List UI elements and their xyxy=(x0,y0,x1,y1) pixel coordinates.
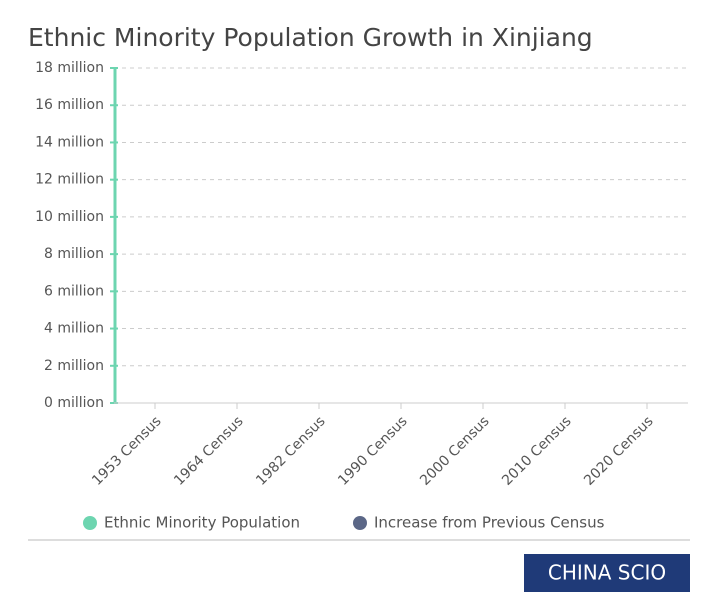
y-tick-label: 10 million xyxy=(35,209,104,225)
y-tick-label: 2 million xyxy=(44,358,104,374)
y-tick-label: 4 million xyxy=(44,321,104,337)
legend-label: Ethnic Minority Population xyxy=(104,514,300,532)
y-tick-label: 16 million xyxy=(35,97,104,113)
legend-swatch xyxy=(353,516,367,530)
legend-swatch xyxy=(83,516,97,530)
y-tick-label: 12 million xyxy=(35,172,104,188)
y-tick-label: 0 million xyxy=(44,395,104,411)
y-tick-label: 14 million xyxy=(35,134,104,150)
y-tick-label: 6 million xyxy=(44,283,104,299)
chart-title: Ethnic Minority Population Growth in Xin… xyxy=(28,23,593,52)
logo: CHINA SCIO xyxy=(548,561,666,585)
y-tick-label: 18 million xyxy=(35,60,104,76)
logo-box xyxy=(524,554,690,592)
legend-label: Increase from Previous Census xyxy=(374,514,605,532)
y-tick-label: 8 million xyxy=(44,246,104,262)
